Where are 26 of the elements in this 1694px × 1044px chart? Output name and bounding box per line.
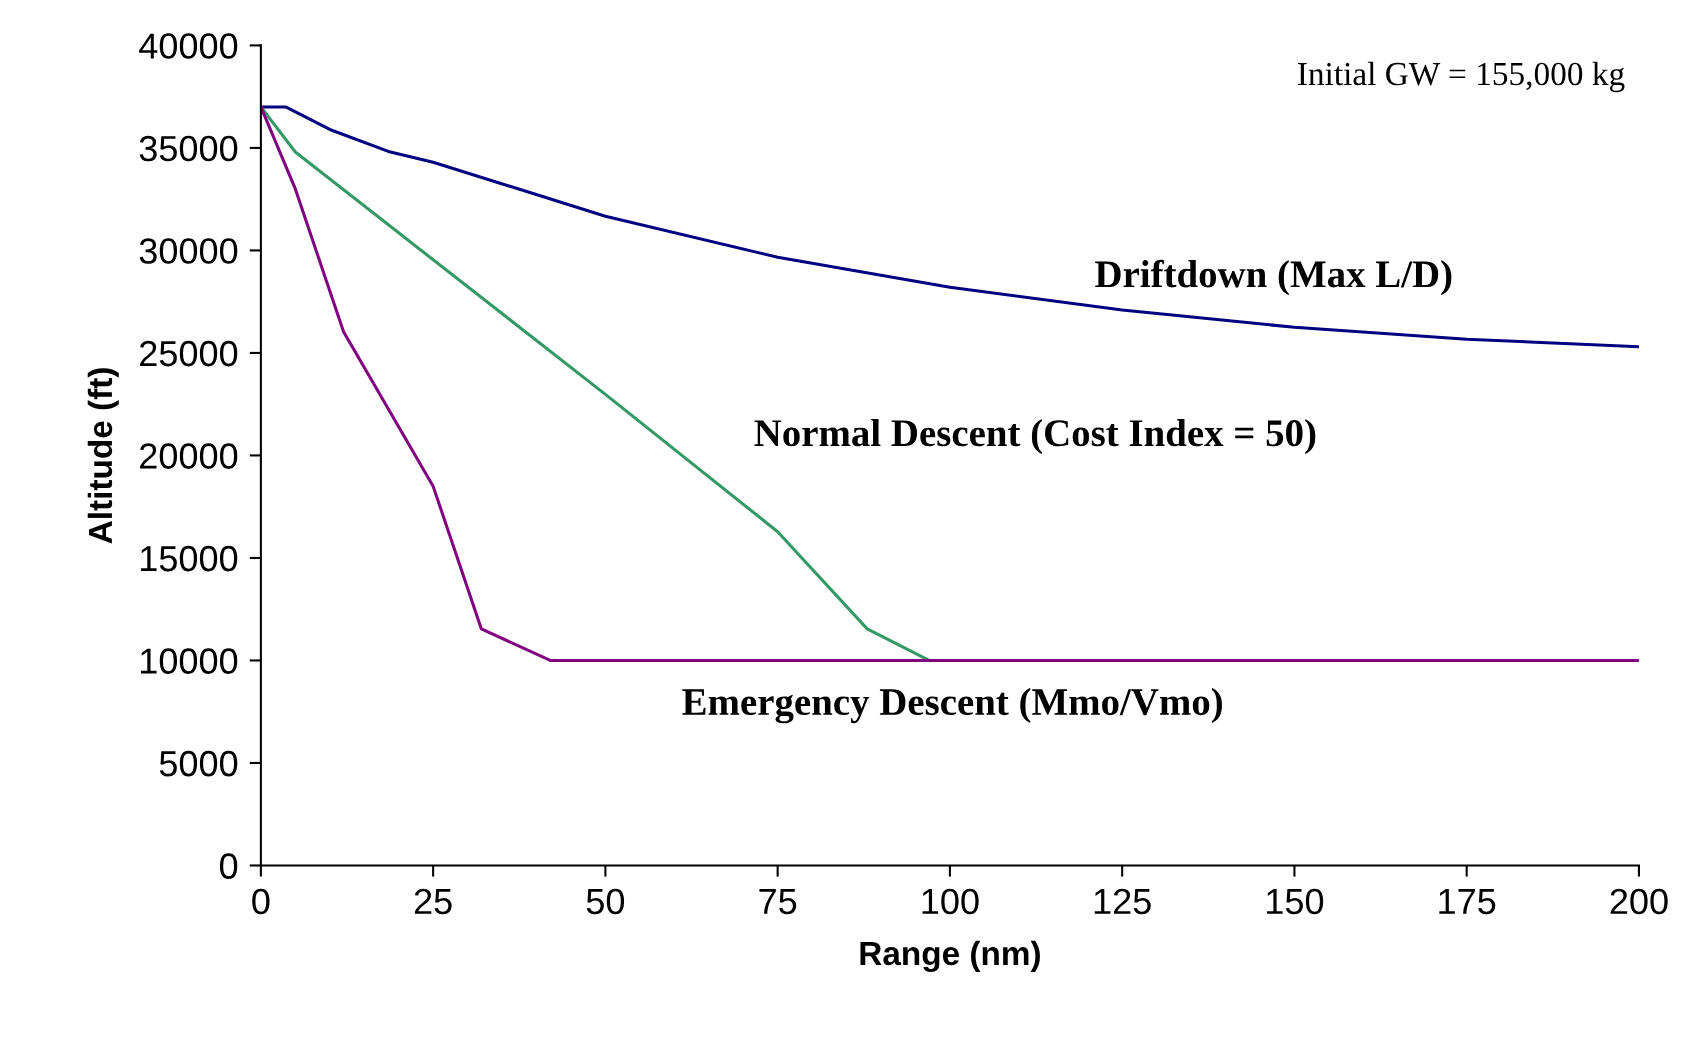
y-tick-label: 10000: [141, 648, 238, 674]
line-series: [260, 105, 1639, 662]
x-tick-label: 25: [414, 888, 452, 915]
series-label: Normal Descent (Cost Index = 50): [754, 418, 1316, 455]
annotation: Initial GW = 155,000 kg: [1298, 61, 1625, 93]
y-axis-title: Altitude (ft): [87, 368, 119, 544]
y-tick-label: 5000: [159, 750, 238, 777]
series-label: Driftdown (Max L/D): [1095, 259, 1452, 296]
line-series: [260, 105, 1639, 349]
x-tick-label: 125: [1094, 888, 1151, 915]
y-tick-label: 15000: [141, 545, 238, 572]
y-tick-label: 30000: [139, 238, 238, 264]
y-tick-label: 40000: [139, 33, 238, 59]
x-tick-label: 50: [586, 888, 625, 915]
x-tick-label: 100: [922, 888, 979, 915]
x-tick-label: 150: [1267, 888, 1324, 915]
x-tick-label: 0: [252, 888, 270, 915]
x-tick-label: 175: [1439, 889, 1496, 915]
x-tick-label: 75: [759, 889, 797, 915]
series-label: Emergency Descent (Mmo/Vmo): [682, 687, 1222, 724]
y-tick-label: 35000: [139, 135, 238, 162]
y-tick-label: 0: [219, 853, 238, 879]
y-tick-label: 25000: [140, 340, 238, 367]
x-tick-label: 200: [1610, 888, 1668, 915]
x-axis-title: Range (nm): [860, 940, 1040, 973]
y-tick-label: 20000: [140, 443, 238, 469]
